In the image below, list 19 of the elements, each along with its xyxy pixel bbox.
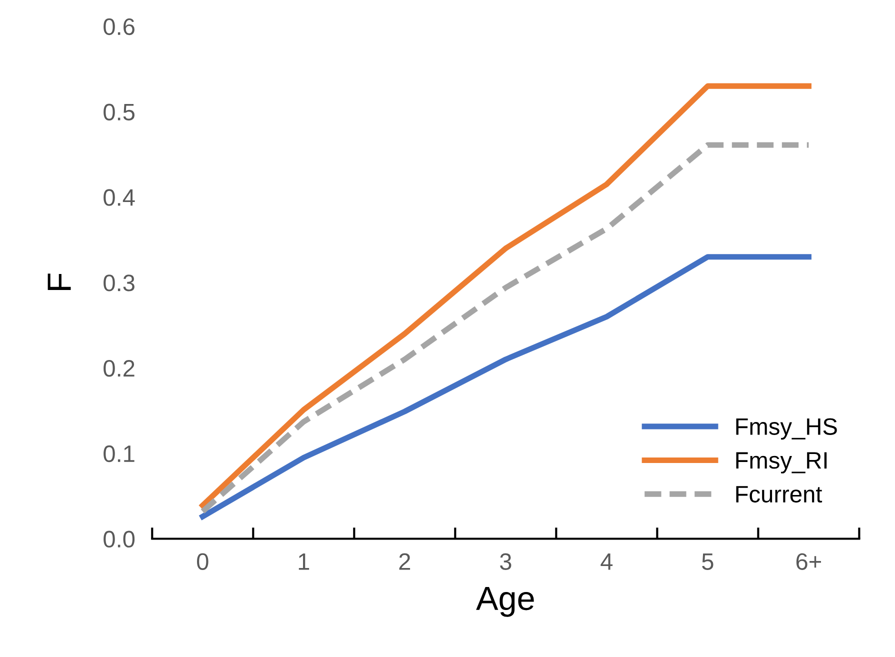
legend-label: Fmsy_RI <box>736 452 827 474</box>
x-tick-label: 5 <box>702 553 714 570</box>
legend-label: Fcurrent <box>736 486 822 503</box>
y-tick-label: 0.0 <box>104 530 135 548</box>
x-tick-label: 2 <box>399 553 410 570</box>
y-tick-label: 0.6 <box>104 18 134 36</box>
y-tick-label: 0.3 <box>104 274 134 292</box>
x-tick-label: 6+ <box>796 553 821 570</box>
x-axis-title: Age <box>476 586 534 617</box>
y-axis-title: F <box>48 274 71 290</box>
y-tick-label: 0.4 <box>104 189 135 206</box>
x-tick-label: 1 <box>298 553 310 570</box>
x-tick-label: 3 <box>500 553 512 570</box>
x-tick-label: 4 <box>600 553 613 570</box>
x-tick-label: 0 <box>197 553 208 570</box>
y-tick-label: 0.1 <box>104 445 134 462</box>
legend-label: Fmsy_HS <box>736 418 837 440</box>
y-tick-label: 0.2 <box>104 360 134 377</box>
y-tick-label: 0.5 <box>104 104 134 120</box>
